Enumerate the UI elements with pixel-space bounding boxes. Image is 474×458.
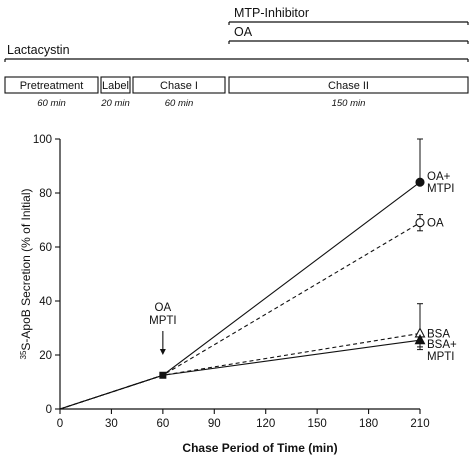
annotation-arrow-head <box>159 349 166 355</box>
x-axis-title: Chase Period of Time (min) <box>182 441 337 455</box>
x-tick-label: 210 <box>410 418 429 430</box>
phase-box-pretreatment <box>4 76 99 94</box>
marker-bsa-mpti <box>414 333 426 345</box>
y-axis-ticks: 0 20 40 60 80 100 <box>33 134 60 416</box>
x-tick-label: 180 <box>359 418 378 430</box>
series-markers <box>159 177 426 379</box>
x-tick-label: 60 <box>156 418 169 430</box>
y-axis-title: 35S-ApoB Secretion (% of Initial) <box>19 189 34 360</box>
phase-label-chase-1: Chase I <box>160 80 198 92</box>
marker-oa-mtpi <box>415 177 425 187</box>
series-label-bsa: BSA <box>427 328 450 340</box>
x-axis-ticks: 0 30 60 90 120 150 180 210 <box>57 409 430 430</box>
y-tick-label: 80 <box>39 188 52 200</box>
x-tick-label: 30 <box>105 418 118 430</box>
phase-duration-chase-2: 150 min <box>332 98 366 109</box>
y-tick-label: 100 <box>33 134 52 146</box>
x-tick-label: 0 <box>57 418 63 430</box>
series-line-bsa <box>59 332 421 410</box>
series-line-oa-mtpi <box>59 181 421 410</box>
series-label-oa-mtpi: OA+ <box>427 171 451 183</box>
series-lines <box>59 181 421 410</box>
x-tick-label: 90 <box>208 418 221 430</box>
series-line-bsa-mpti <box>59 339 421 410</box>
y-tick-label: 0 <box>46 404 52 416</box>
protocol-timeline: MTP-Inhibitor OA Lactacystin Pretreatmen… <box>4 6 469 109</box>
y-tick-label: 40 <box>39 296 52 308</box>
phase-label-pretreatment: Pretreatment <box>20 80 84 92</box>
x-tick-label: 150 <box>308 418 327 430</box>
series-line-oa <box>59 222 421 410</box>
phase-duration-label: 20 min <box>100 98 130 109</box>
phase-label-chase-2: Chase II <box>328 80 369 92</box>
error-bars <box>417 138 423 351</box>
phase-duration-pretreatment: 60 min <box>37 98 66 109</box>
phase-box-chase-2 <box>228 76 469 94</box>
marker-oa <box>415 218 425 228</box>
chart: 0 30 60 90 120 150 180 210 0 20 40 60 80 100 OA+MTPI… <box>19 134 458 455</box>
y-tick-label: 20 <box>39 350 52 362</box>
series-label-bsa-mpti: BSA+ <box>427 339 457 351</box>
x-tick-label: 120 <box>256 418 275 430</box>
annotation-label-line2: MPTI <box>149 315 176 327</box>
phase-box-chase-1 <box>132 76 226 94</box>
phase-label-label: Label <box>102 80 129 92</box>
y-tick-label: 60 <box>39 242 52 254</box>
treatment-label-oa: OA <box>234 25 253 39</box>
y-axis-title-text: S-ApoB Secretion (% of Initial) <box>19 189 33 351</box>
annotation-label-line1: OA <box>155 302 172 314</box>
phase-box-label <box>100 76 131 94</box>
series-label-oa-mtpi-line2: MTPI <box>427 183 454 195</box>
treatment-label-mtp-inhibitor: MTP-Inhibitor <box>234 6 309 20</box>
series-label-oa: OA <box>427 218 444 230</box>
marker-shared-60min <box>159 371 167 379</box>
phase-duration-chase-1: 60 min <box>165 98 194 109</box>
series-label-bsa-mpti-line2: MPTI <box>427 351 454 363</box>
y-axis-title-superscript: 35 <box>19 350 28 359</box>
treatment-label-lactacystin: Lactacystin <box>7 43 70 57</box>
